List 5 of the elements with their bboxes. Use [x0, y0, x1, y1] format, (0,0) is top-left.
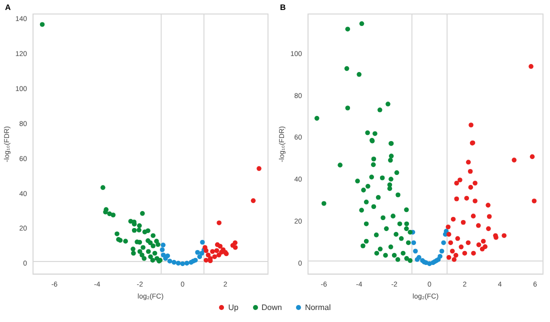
text: B [280, 3, 286, 12]
legend-label: Up [227, 303, 238, 312]
legend-label: Normal [304, 303, 331, 312]
legend-label: Down [260, 303, 282, 312]
text: A [5, 3, 11, 12]
